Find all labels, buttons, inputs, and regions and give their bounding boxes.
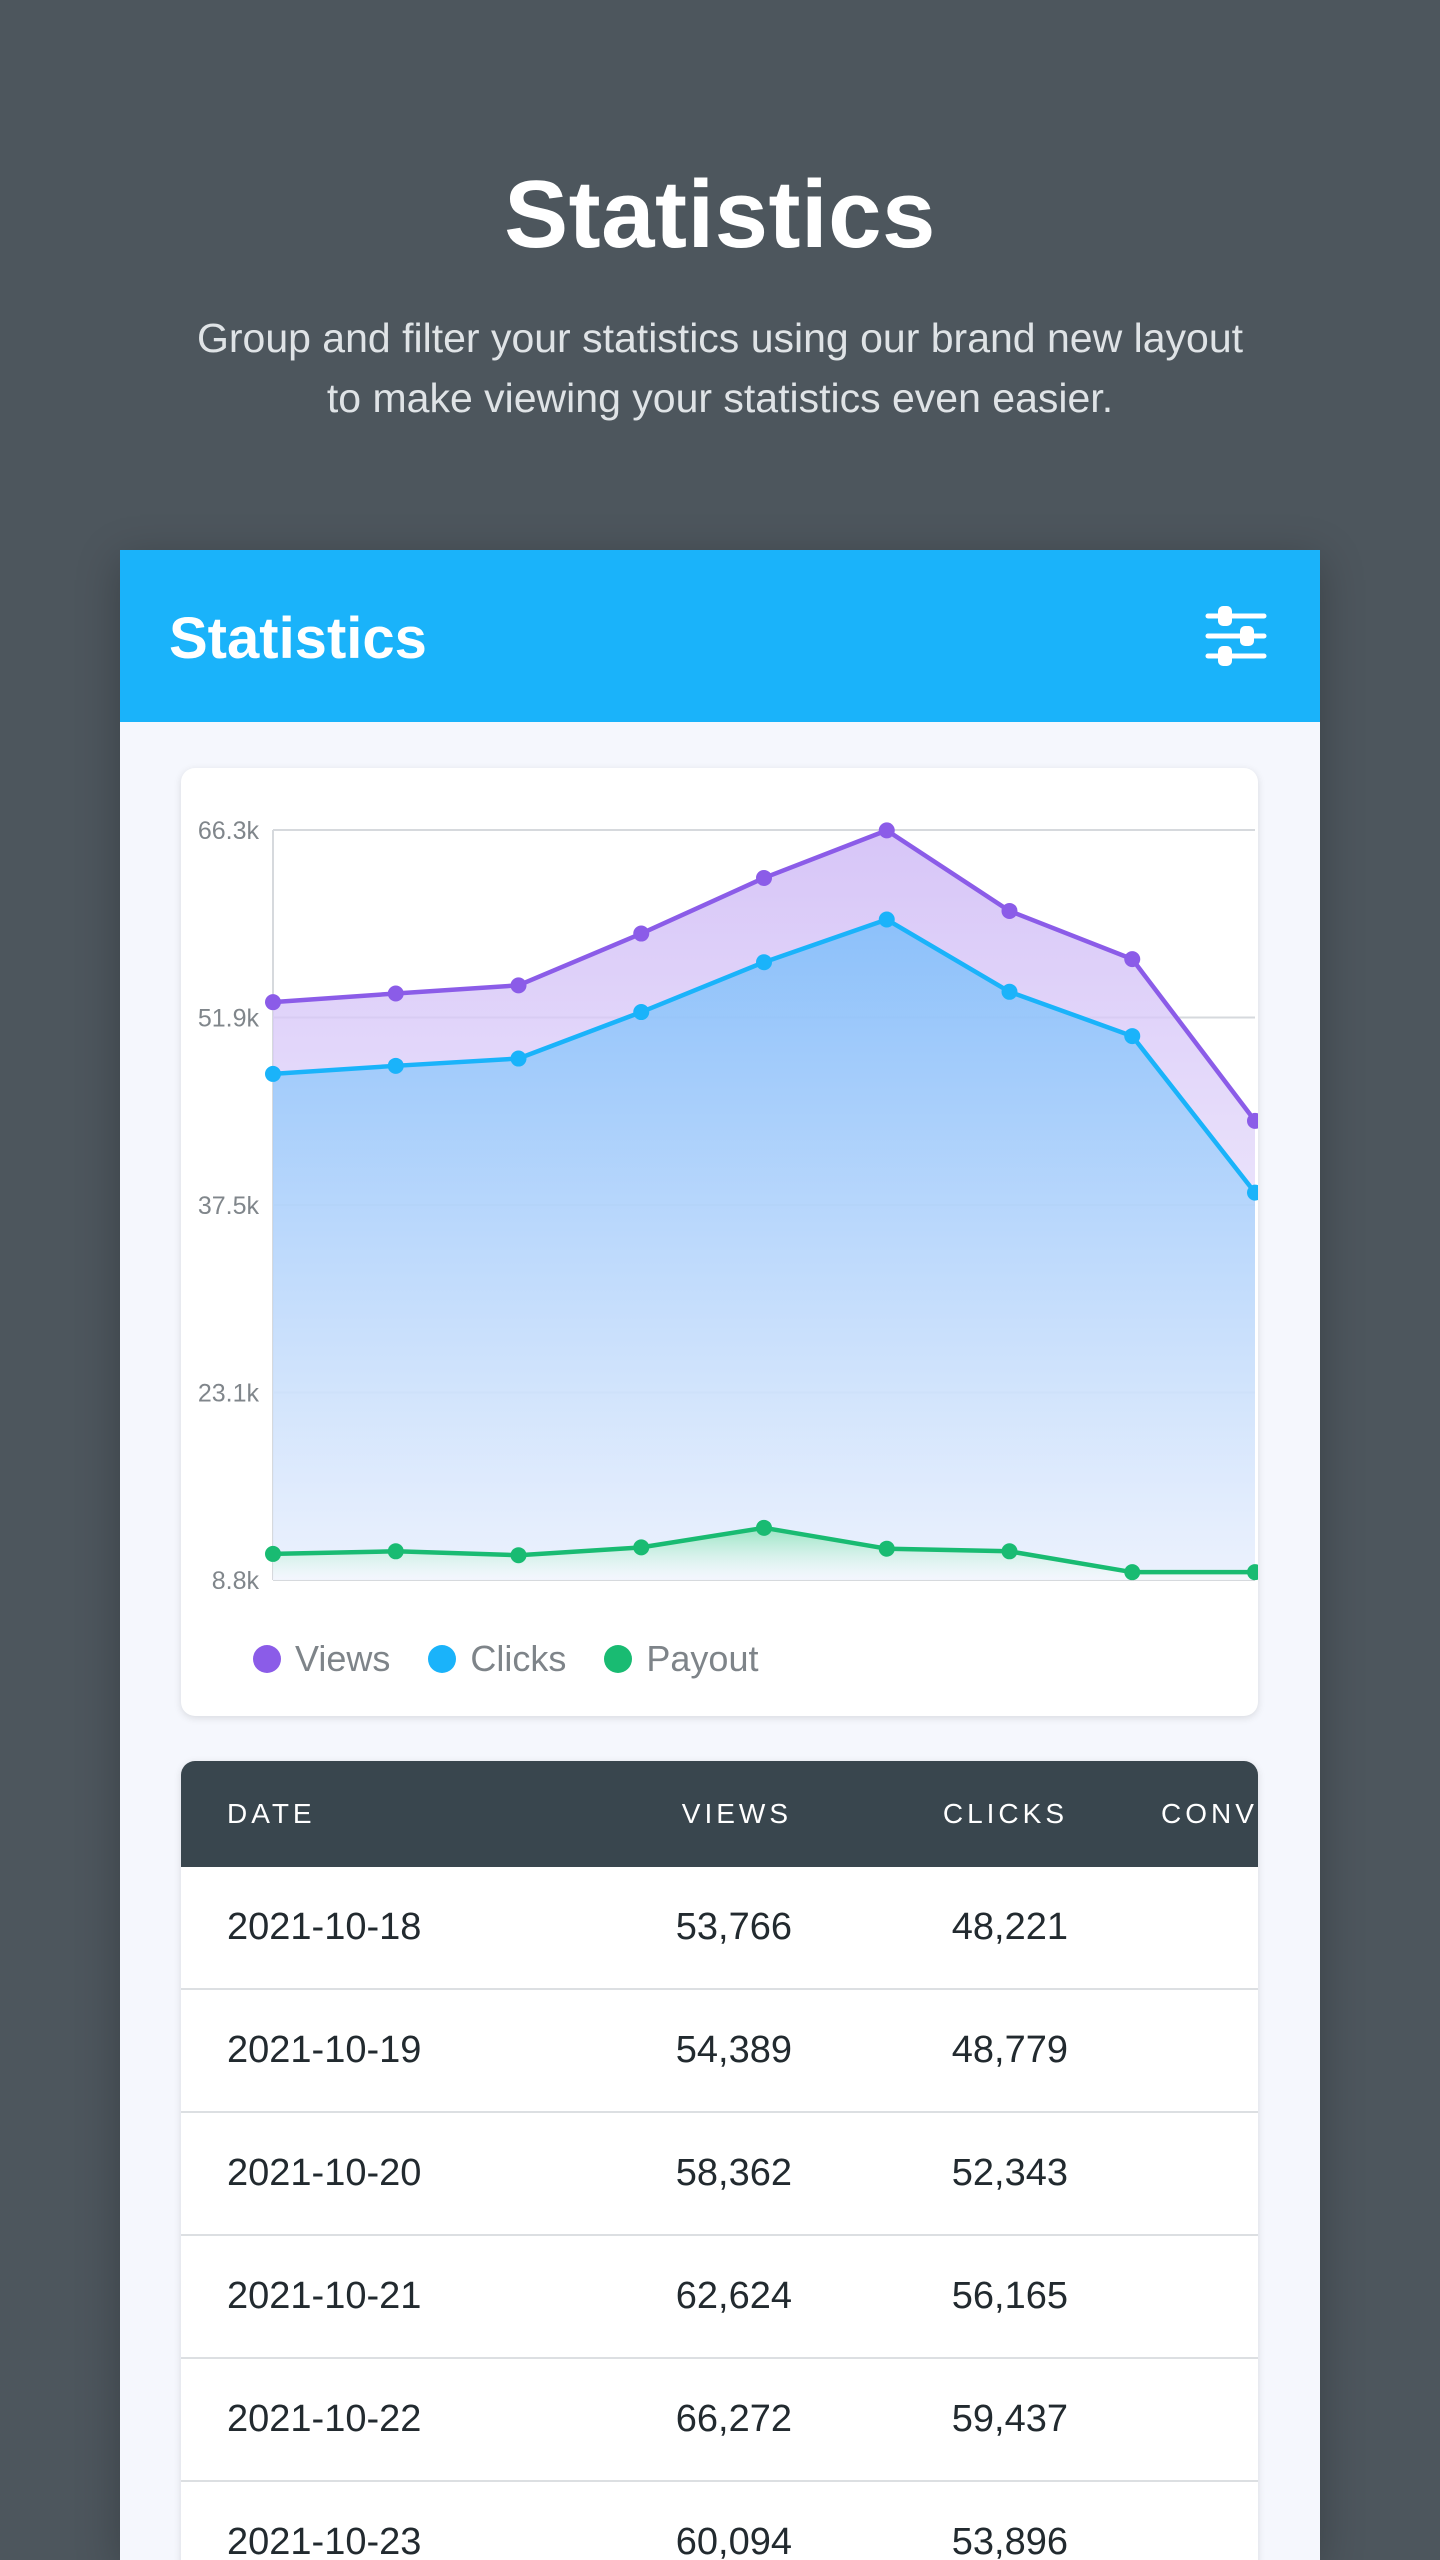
area-views — [273, 830, 1255, 1193]
data-point-payout[interactable] — [756, 1519, 772, 1536]
promo-subtitle: Group and filter your statistics using o… — [160, 308, 1280, 428]
promo-subtitle-line-1: Group and filter your statistics using o… — [196, 315, 1244, 361]
data-point-clicks[interactable] — [878, 911, 895, 928]
cell-date: 2021-10-20 — [227, 2152, 422, 2194]
legend-label-payout: Payout — [646, 1638, 759, 1679]
legend-dot-payout — [604, 1645, 633, 1673]
data-point-clicks[interactable] — [510, 1050, 527, 1067]
area-clicks — [273, 919, 1255, 1580]
y-tick-label: 23.1k — [198, 1380, 260, 1408]
data-point-clicks[interactable] — [1247, 1184, 1258, 1201]
cell-views: 53,766 — [675, 1906, 792, 1948]
sliders-icon — [1205, 606, 1267, 666]
column-header-clicks[interactable]: CLICKS — [942, 1798, 1068, 1829]
data-point-views[interactable] — [1001, 902, 1018, 919]
y-tick-label: 8.8k — [212, 1567, 260, 1595]
data-point-views[interactable] — [878, 822, 895, 839]
data-point-payout[interactable] — [1001, 1543, 1018, 1560]
cell-views: 58,362 — [675, 2152, 792, 2194]
data-point-views[interactable] — [1247, 1112, 1258, 1129]
column-header-date[interactable]: DATE — [227, 1798, 316, 1829]
promo-subtitle-line-2: to make viewing your statistics even eas… — [326, 375, 1114, 421]
table-row[interactable]: 2021-10-22 66,272 59,437 — [181, 2359, 1258, 2482]
data-point-views[interactable] — [265, 994, 281, 1011]
cell-clicks: 59,437 — [951, 2398, 1068, 2440]
area-payout — [273, 1527, 1255, 1580]
promo-title: Statistics — [504, 161, 936, 268]
cell-date: 2021-10-23 — [227, 2521, 422, 2560]
app-header: Statistics — [120, 550, 1320, 722]
data-point-views[interactable] — [633, 925, 650, 942]
data-point-payout[interactable] — [265, 1545, 281, 1562]
table-row[interactable]: 2021-10-19 54,389 48,779 — [181, 1990, 1258, 2113]
cell-views: 66,272 — [675, 2398, 792, 2440]
table-row[interactable]: 2021-10-18 53,766 48,221 — [181, 1867, 1258, 1990]
data-point-clicks[interactable] — [633, 1004, 650, 1021]
data-point-payout[interactable] — [1247, 1564, 1258, 1581]
data-point-views[interactable] — [1124, 951, 1141, 968]
legend-item-clicks[interactable]: Clicks — [428, 1638, 566, 1680]
data-point-payout[interactable] — [510, 1547, 527, 1564]
y-tick-label: 51.9k — [198, 1005, 260, 1033]
stats-table: DATE VIEWS CLICKS CONV 2021-10-18 53,766 4… — [181, 1761, 1258, 2560]
cell-clicks: 48,779 — [951, 2029, 1068, 2071]
data-point-payout[interactable] — [387, 1543, 404, 1560]
table-row[interactable]: 2021-10-20 58,362 52,343 — [181, 2113, 1258, 2236]
data-point-payout[interactable] — [878, 1540, 895, 1557]
stats-chart: 66.3k 51.9k 37.5k 23.1k 8.8k — [198, 817, 1258, 1595]
data-point-clicks[interactable] — [1124, 1028, 1141, 1045]
app-screen: Statistics — [120, 550, 1320, 2560]
table-row[interactable]: 2021-10-23 60,094 53,896 — [181, 2482, 1258, 2560]
legend-label-views: Views — [295, 1638, 391, 1679]
data-point-payout[interactable] — [633, 1539, 650, 1556]
cell-date: 2021-10-22 — [227, 2398, 422, 2440]
cell-views: 54,389 — [675, 2029, 792, 2071]
table-header-row: DATE VIEWS CLICKS CONV — [181, 1761, 1258, 1867]
data-point-payout[interactable] — [1124, 1564, 1141, 1581]
cell-date: 2021-10-21 — [227, 2275, 422, 2317]
filter-button[interactable] — [1200, 600, 1272, 672]
data-point-clicks[interactable] — [756, 954, 772, 971]
data-point-clicks[interactable] — [387, 1057, 404, 1074]
cell-clicks: 53,896 — [951, 2521, 1068, 2560]
y-tick-label: 37.5k — [198, 1192, 260, 1220]
legend-item-payout[interactable]: Payout — [604, 1638, 758, 1680]
cell-clicks: 56,165 — [951, 2275, 1068, 2317]
y-tick-label: 66.3k — [198, 817, 260, 845]
chart-card: 66.3k 51.9k 37.5k 23.1k 8.8k Views Clicks Pa… — [181, 768, 1258, 1716]
data-point-clicks[interactable] — [1001, 983, 1018, 1000]
cell-views: 62,624 — [675, 2275, 792, 2317]
legend-dot-clicks — [428, 1645, 457, 1673]
app-title: Statistics — [169, 606, 427, 671]
cell-clicks: 48,221 — [951, 1906, 1068, 1948]
data-point-views[interactable] — [387, 985, 404, 1002]
legend-label-clicks: Clicks — [470, 1638, 567, 1679]
cell-clicks: 52,343 — [951, 2152, 1068, 2194]
data-point-views[interactable] — [510, 977, 527, 994]
cell-date: 2021-10-18 — [227, 1906, 422, 1948]
data-point-views[interactable] — [756, 869, 772, 886]
cell-date: 2021-10-19 — [227, 2029, 422, 2071]
legend-dot-views — [253, 1645, 281, 1673]
chart-legend: Views Clicks Payout — [253, 1638, 796, 1680]
cell-views: 60,094 — [675, 2521, 792, 2560]
table-row[interactable]: 2021-10-21 62,624 56,165 — [181, 2236, 1258, 2359]
data-point-clicks[interactable] — [265, 1065, 281, 1082]
legend-item-views[interactable]: Views — [253, 1638, 390, 1680]
column-header-views[interactable]: VIEWS — [681, 1798, 792, 1829]
column-header-conversion[interactable]: CONV — [1161, 1798, 1258, 1829]
